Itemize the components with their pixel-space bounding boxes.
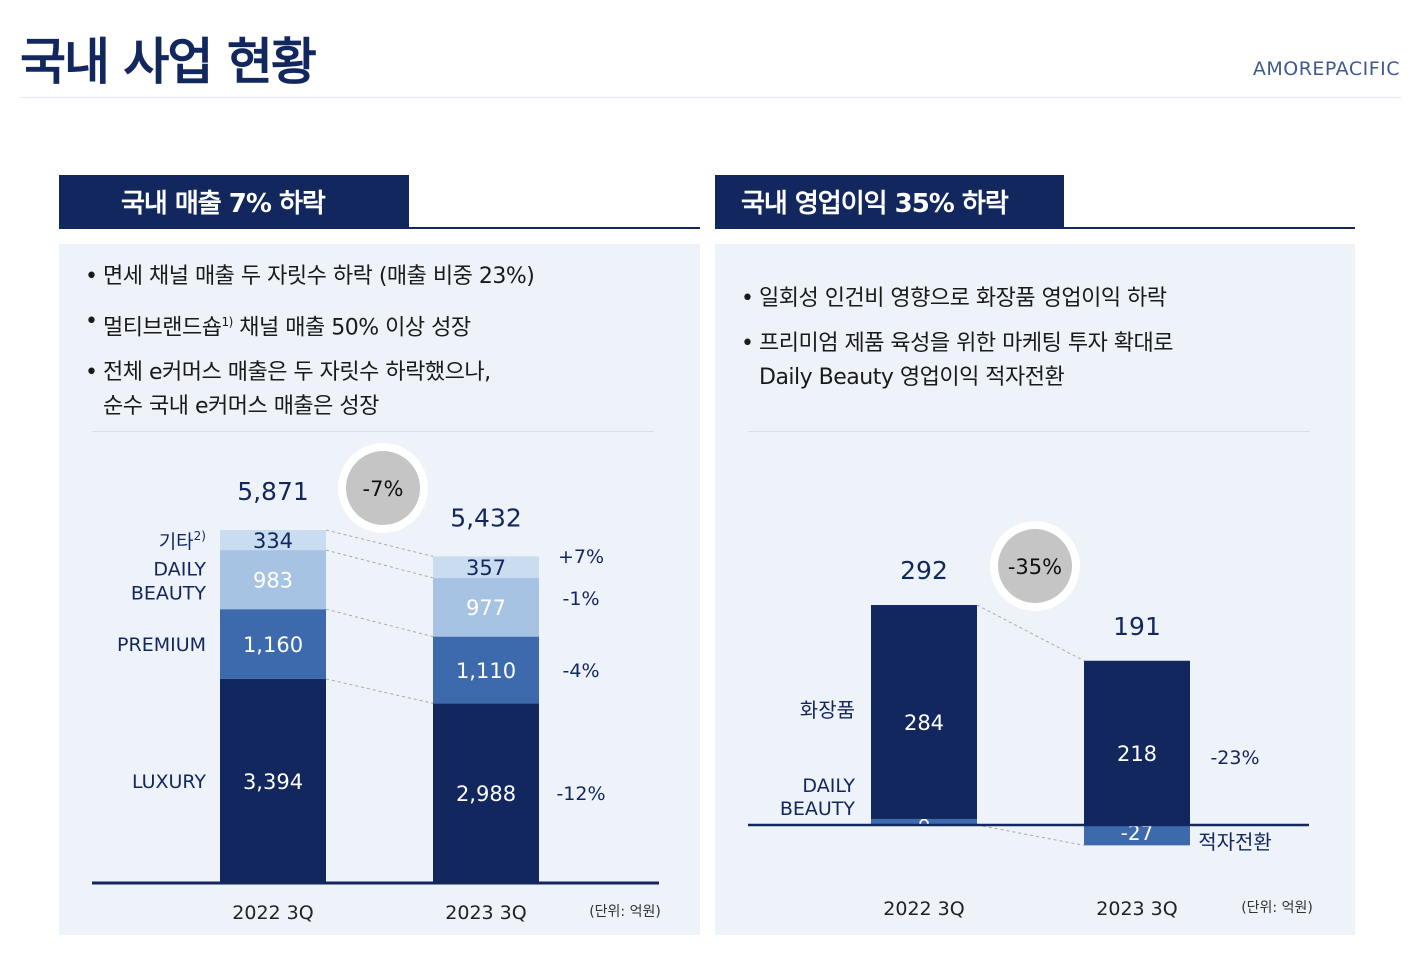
bar-segment xyxy=(220,530,326,551)
profit-change-badge-label: -35% xyxy=(1008,555,1062,579)
bar-segment xyxy=(433,703,539,883)
x-tick-label: 2022 3Q xyxy=(883,898,964,920)
bar-segment xyxy=(1084,660,1190,825)
profit-bullets: 일회성 인건비 영향으로 화장품 영업이익 하락 프리미엄 제품 육성을 위한 … xyxy=(741,282,1174,406)
bar-segment xyxy=(220,550,326,610)
sales-bullet-text: 멀티브랜드숍 xyxy=(103,315,222,341)
sales-change-badge-circle xyxy=(346,451,420,525)
x-tick-label: 2023 3Q xyxy=(1096,898,1177,920)
total-label: 5,432 xyxy=(450,503,522,532)
data-label: 284 xyxy=(904,711,944,735)
connector-line xyxy=(976,824,1085,846)
profit-bullet-text: 프리미엄 제품 육성을 위한 마케팅 투자 확대로 xyxy=(759,331,1174,356)
profit-bullet: 프리미엄 제품 육성을 위한 마케팅 투자 확대로 Daily Beauty 영업… xyxy=(741,327,1174,395)
change-label: 적자전환 xyxy=(1198,830,1272,854)
profit-bullet: 일회성 인건비 영향으로 화장품 영업이익 하락 xyxy=(741,282,1173,316)
change-label: -12% xyxy=(556,783,605,805)
sales-divider xyxy=(92,431,654,432)
sales-bullet-text: 채널 매출 50% 이상 성장 xyxy=(232,315,471,341)
sales-tab-title: 국내 매출 7% 하락 xyxy=(59,175,409,227)
total-label: 191 xyxy=(1113,612,1161,641)
bar-segment xyxy=(871,818,977,825)
bar-segment xyxy=(871,605,977,819)
profit-change-badge-circle xyxy=(998,529,1072,603)
profit-bullet-text: Daily Beauty 영업이익 적자전환 xyxy=(759,365,1065,390)
data-label: 218 xyxy=(1117,742,1157,766)
profit-tab-title: 국내 영업이익 35% 하락 xyxy=(715,175,1064,227)
total-label: 5,871 xyxy=(237,477,309,506)
data-label: 357 xyxy=(466,556,506,580)
data-label: 977 xyxy=(466,596,506,620)
category-label: 기타2) xyxy=(159,529,206,553)
bar-segment xyxy=(220,678,326,883)
brand-logo: AMOREPACIFIC xyxy=(1252,58,1400,80)
bar-segment xyxy=(220,609,326,679)
connector-line xyxy=(325,549,434,579)
data-label: 334 xyxy=(253,529,293,553)
unit-label: (단위: 억원) xyxy=(1241,900,1313,916)
profit-tab-rule xyxy=(715,227,1355,229)
page-title: 국내 사업 현황 xyxy=(20,33,317,91)
change-label: -23% xyxy=(1210,747,1259,769)
profit-divider xyxy=(748,431,1310,432)
sales-chart: 3,394 1,160 983 334 5,871 2022 3Q 2,988 1,110 97… xyxy=(92,443,661,924)
data-label: 1,110 xyxy=(456,659,516,683)
category-label: DAILY xyxy=(153,559,206,581)
change-label: -1% xyxy=(563,588,600,610)
change-label: +7% xyxy=(558,546,604,568)
bar-segment xyxy=(433,577,539,637)
unit-label: (단위: 억원) xyxy=(589,904,661,920)
footnote-marker: 2) xyxy=(194,529,206,543)
category-label: BEAUTY xyxy=(780,798,856,820)
category-label: BEAUTY xyxy=(131,583,207,605)
x-tick-label: 2022 3Q xyxy=(232,902,313,924)
sales-bullet-text: 전체 e커머스 매출은 두 자릿수 하락했으나, xyxy=(103,360,491,386)
sales-tab-rule xyxy=(59,227,700,229)
sales-panel: 면세 채널 매출 두 자릿수 하락 (매출 비중 23%) 멀티브랜드숍1) 채… xyxy=(59,244,700,935)
bar-segment xyxy=(433,636,539,704)
category-label: LUXURY xyxy=(132,771,206,793)
connector-line xyxy=(325,608,434,638)
total-label: 292 xyxy=(900,556,948,585)
sales-bullet-text: 순수 국내 e커머스 매출은 성장 xyxy=(103,394,379,420)
data-label: 2,988 xyxy=(456,782,516,806)
sales-bullet: 멀티브랜드숍1) 채널 매출 50% 이상 성장 xyxy=(85,305,534,345)
connector-line xyxy=(976,604,1085,662)
sales-bullet: 면세 채널 매출 두 자릿수 하락 (매출 비중 23%) xyxy=(85,260,535,294)
bar-segment xyxy=(433,556,539,578)
data-label: 3,394 xyxy=(243,770,303,794)
category-label: 화장품 xyxy=(800,698,855,722)
connector-line xyxy=(325,529,434,557)
sales-change-badge-label: -7% xyxy=(363,477,404,501)
category-label: PREMIUM xyxy=(117,634,206,656)
category-label: DAILY xyxy=(802,775,855,797)
change-label: -4% xyxy=(563,660,600,682)
sales-bullet-text: 면세 채널 매출 두 자릿수 하락 (매출 비중 23%) xyxy=(103,264,535,289)
bar-segment xyxy=(1084,825,1190,846)
profit-bullet-text: 일회성 인건비 영향으로 화장품 영업이익 하락 xyxy=(759,286,1167,311)
footnote-marker: 1) xyxy=(221,315,233,329)
header-divider xyxy=(20,97,1401,98)
data-label: 1,160 xyxy=(243,633,303,657)
sales-bullet: 전체 e커머스 매출은 두 자릿수 하락했으나, 순수 국내 e커머스 매출은 성… xyxy=(85,356,534,424)
x-tick-label: 2023 3Q xyxy=(445,902,526,924)
data-label: 983 xyxy=(253,569,293,593)
connector-line xyxy=(325,678,434,704)
sales-bullets: 면세 채널 매출 두 자릿수 하락 (매출 비중 23%) 멀티브랜드숍1) 채… xyxy=(85,260,535,435)
